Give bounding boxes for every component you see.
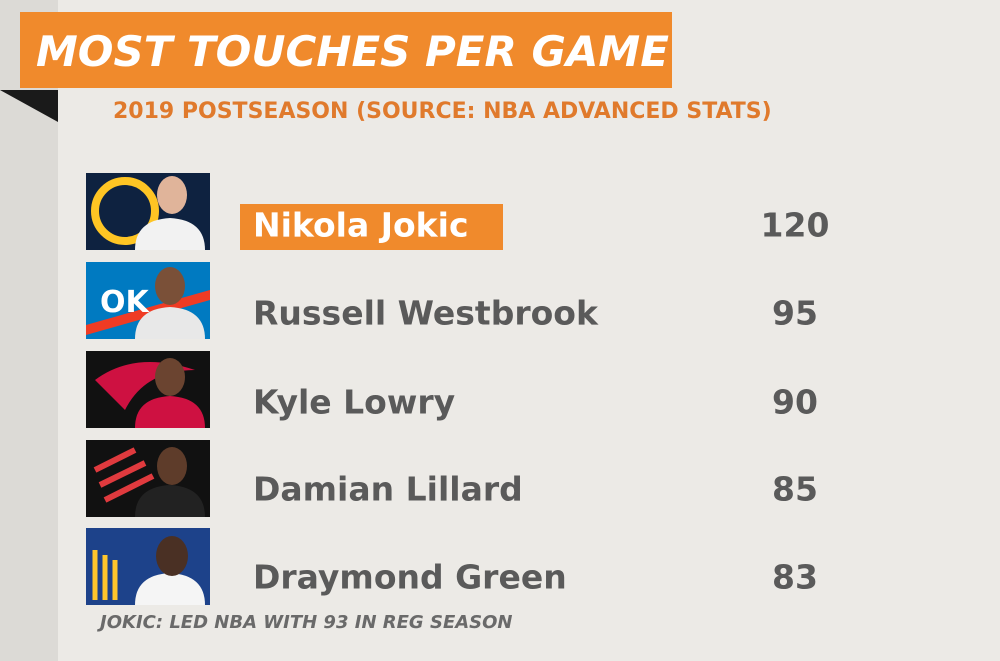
player-name: Damian Lillard (253, 470, 523, 509)
touches-value: 90 (772, 383, 818, 422)
touches-value: 83 (772, 558, 818, 597)
photo: OK (86, 262, 210, 339)
photo (86, 173, 210, 250)
player-name: Draymond Green (253, 558, 567, 597)
photo (86, 351, 210, 428)
player-name: Russell Westbrook (253, 294, 599, 333)
player-name: Nikola Jokic (253, 206, 469, 245)
highlight-box (240, 204, 503, 250)
player-name: Kyle Lowry (253, 383, 455, 422)
svg-text:OK: OK (100, 285, 151, 320)
title: MOST TOUCHES PER GAME (36, 27, 669, 76)
title-box (20, 12, 672, 88)
photo (86, 440, 210, 517)
footnote: JOKIC: LED NBA WITH 93 IN REG SEASON (97, 612, 513, 633)
photo (86, 528, 210, 605)
corner-shape (0, 90, 58, 122)
subtitle: 2019 POSTSEASON (SOURCE: NBA ADVANCED ST… (113, 99, 772, 124)
touches-value: 85 (772, 470, 818, 509)
touches-value: 95 (772, 294, 818, 333)
touches-value: 120 (761, 206, 830, 245)
